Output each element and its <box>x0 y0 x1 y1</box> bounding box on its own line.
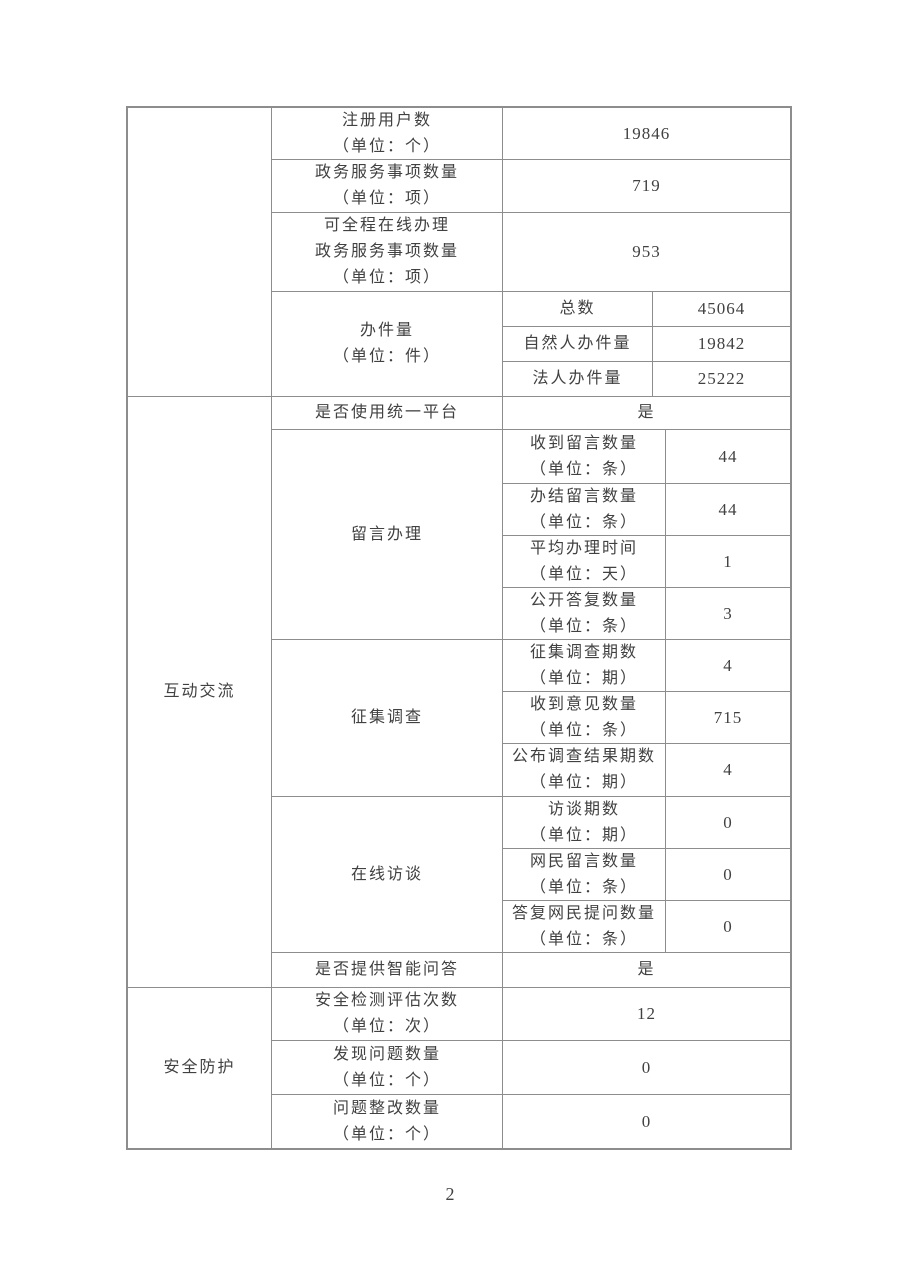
submetric-value: 4 <box>666 744 790 797</box>
metric-value: 0 <box>503 1041 790 1095</box>
submetric-label: 公布调查结果期数 （单位：期） <box>503 744 666 797</box>
submetric-label: 收到留言数量 （单位：条） <box>503 430 666 484</box>
metric-label: 是否使用统一平台 <box>272 397 503 430</box>
category-cell-blank <box>128 108 272 397</box>
submetric-value: 0 <box>666 797 790 849</box>
metric-value: 是 <box>503 953 790 988</box>
category-cell-interaction: 互动交流 <box>128 397 272 988</box>
report-table: 注册用户数 （单位：个） 19846 政务服务事项数量 （单位：项） 719 可… <box>126 106 792 1150</box>
submetric-label: 办结留言数量 （单位：条） <box>503 484 666 536</box>
group-label-online-interview: 在线访谈 <box>272 797 503 953</box>
submetric-value: 45064 <box>653 292 790 327</box>
metric-label: 是否提供智能问答 <box>272 953 503 988</box>
submetric-value: 44 <box>666 484 790 536</box>
submetric-label: 公开答复数量 （单位：条） <box>503 588 666 640</box>
submetric-value: 1 <box>666 536 790 588</box>
metric-label: 注册用户数 （单位：个） <box>272 108 503 160</box>
submetric-label: 答复网民提问数量 （单位：条） <box>503 901 666 953</box>
submetric-value: 715 <box>666 692 790 744</box>
submetric-label: 法人办件量 <box>503 362 653 397</box>
metric-label: 可全程在线办理 政务服务事项数量 （单位：项） <box>272 213 503 292</box>
metric-label: 安全检测评估次数 （单位：次） <box>272 988 503 1041</box>
metric-value: 719 <box>503 160 790 213</box>
category-cell-security: 安全防护 <box>128 988 272 1148</box>
submetric-label: 网民留言数量 （单位：条） <box>503 849 666 901</box>
metric-value: 19846 <box>503 108 790 160</box>
submetric-value: 3 <box>666 588 790 640</box>
metric-value: 是 <box>503 397 790 430</box>
metric-label: 政务服务事项数量 （单位：项） <box>272 160 503 213</box>
submetric-label: 总数 <box>503 292 653 327</box>
metric-value: 0 <box>641 1111 652 1131</box>
page-number: 2 <box>445 1184 455 1204</box>
metric-value: 953 <box>503 213 790 292</box>
metric-label: 发现问题数量 （单位：个） <box>272 1041 503 1095</box>
submetric-label: 平均办理时间 （单位：天） <box>503 536 666 588</box>
submetric-value: 19842 <box>653 327 790 362</box>
submetric-label: 征集调查期数 （单位：期） <box>503 640 666 692</box>
submetric-label: 自然人办件量 <box>503 327 653 362</box>
group-label-banjianliang: 办件量 （单位：件） <box>272 292 503 397</box>
submetric-label: 收到意见数量 （单位：条） <box>503 692 666 744</box>
submetric-value: 44 <box>666 430 790 484</box>
submetric-value: 0 <box>666 901 790 953</box>
submetric-value: 0 <box>666 849 790 901</box>
metric-label: 问题整改数量 （单位：个） <box>272 1095 503 1148</box>
group-label-message-handling: 留言办理 <box>272 430 503 640</box>
submetric-value: 4 <box>666 640 790 692</box>
submetric-label: 访谈期数 （单位：期） <box>503 797 666 849</box>
submetric-value: 25222 <box>653 362 790 397</box>
metric-value: 12 <box>503 988 790 1041</box>
group-label-survey: 征集调查 <box>272 640 503 797</box>
